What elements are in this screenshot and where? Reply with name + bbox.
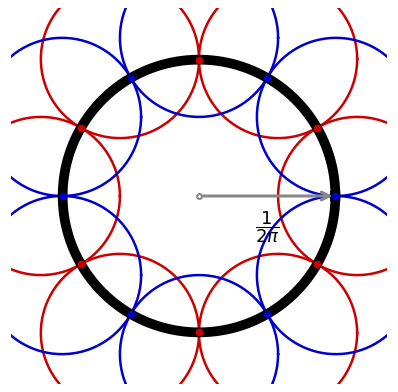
Text: $\dfrac{1}{2\pi}$: $\dfrac{1}{2\pi}$ — [255, 210, 279, 245]
